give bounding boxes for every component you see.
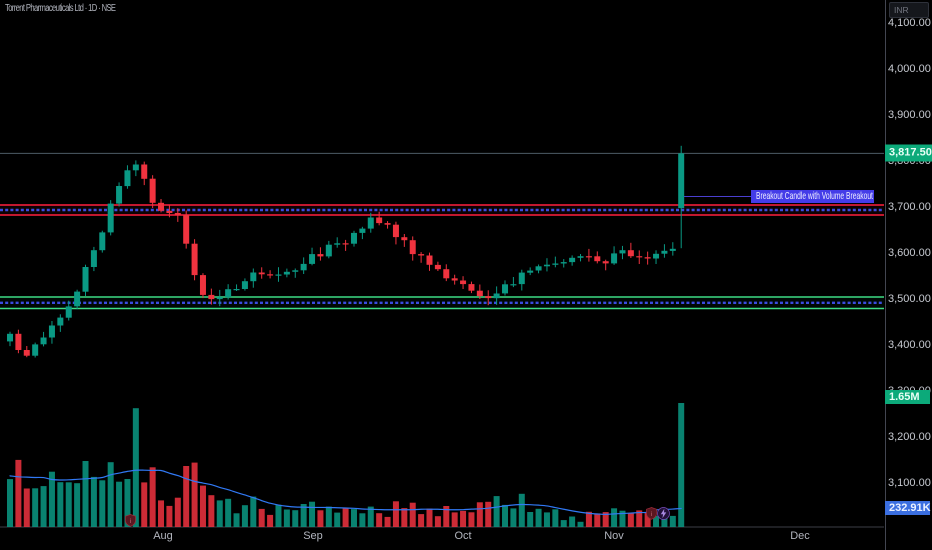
svg-text:i: i [130, 519, 131, 525]
svg-text:i: i [651, 512, 652, 518]
